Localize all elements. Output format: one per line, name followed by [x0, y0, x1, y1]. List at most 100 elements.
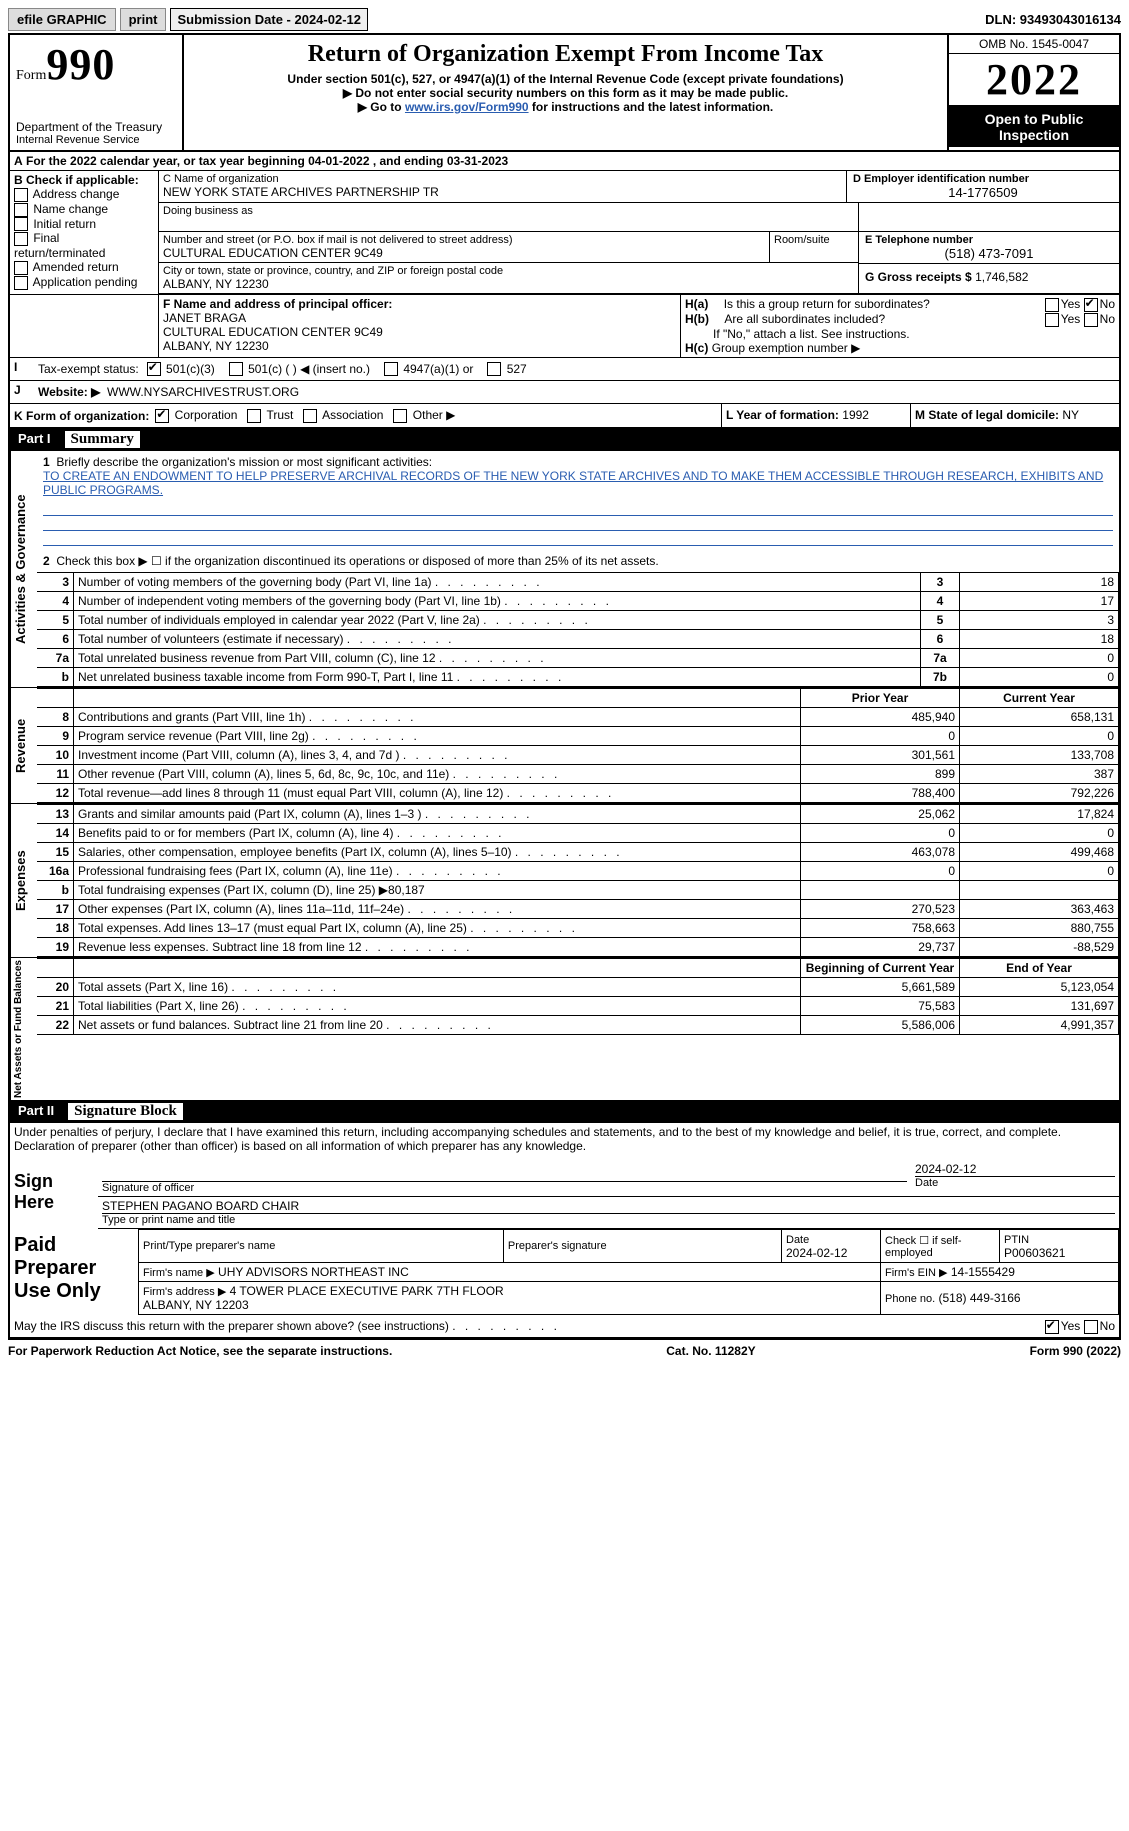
summary-row: 7aTotal unrelated business revenue from …: [37, 649, 1119, 668]
k-option: Association: [303, 408, 383, 423]
ha-yes-checkbox[interactable]: [1045, 298, 1059, 312]
org-name: NEW YORK STATE ARCHIVES PARTNERSHIP TR: [163, 185, 842, 199]
k-checkbox-1[interactable]: [247, 409, 261, 423]
website: WWW.NYSARCHIVESTRUST.ORG: [107, 385, 299, 399]
date-label: Date: [915, 1176, 1115, 1189]
i-option: 527: [487, 362, 526, 377]
irs-label: Internal Revenue Service: [16, 134, 176, 146]
irs-link[interactable]: www.irs.gov/Form990: [405, 100, 529, 114]
expense-row: 15Salaries, other compensation, employee…: [37, 843, 1119, 862]
form-footer: Form 990 (2022): [1030, 1344, 1121, 1358]
revenue-row: 10Investment income (Part VIII, column (…: [37, 746, 1119, 765]
hb-yes-checkbox[interactable]: [1045, 313, 1059, 327]
k-checkbox-0[interactable]: [155, 409, 169, 423]
ha-no-checkbox[interactable]: [1084, 298, 1098, 312]
revenue-row: 12Total revenue—add lines 8 through 11 (…: [37, 784, 1119, 803]
submission-date: Submission Date - 2024-02-12: [170, 8, 368, 31]
open-to-public: Open to Public Inspection: [949, 107, 1119, 147]
c-name-label: C Name of organization: [163, 173, 842, 185]
i-checkbox-3[interactable]: [487, 362, 501, 376]
declaration-text: Under penalties of perjury, I declare th…: [10, 1123, 1119, 1155]
ein: 14-1776509: [853, 185, 1113, 200]
print-button[interactable]: print: [120, 8, 167, 31]
netassets-row: 22Net assets or fund balances. Subtract …: [37, 1016, 1119, 1035]
section-a: A For the 2022 calendar year, or tax yea…: [10, 152, 1119, 171]
i-option: 4947(a)(1) or: [384, 362, 473, 377]
expense-row: bTotal fundraising expenses (Part IX, co…: [37, 881, 1119, 900]
k-checkbox-3[interactable]: [393, 409, 407, 423]
dba-label: Doing business as: [163, 205, 854, 217]
officer-name-printed: STEPHEN PAGANO BOARD CHAIR: [102, 1199, 1115, 1213]
b-option: Name change: [14, 202, 154, 217]
preparer-date: 2024-02-12: [786, 1246, 847, 1260]
part-ii-header: Part II Signature Block: [10, 1100, 1119, 1123]
discuss-yes-checkbox[interactable]: [1045, 1320, 1059, 1334]
section-b-label: B Check if applicable:: [14, 173, 139, 187]
f-label: F Name and address of principal officer:: [163, 297, 392, 311]
year-formation: 1992: [842, 408, 869, 422]
k-option: Other ▶: [393, 408, 455, 423]
d-label: D Employer identification number: [853, 173, 1029, 185]
form-title: Return of Organization Exempt From Incom…: [190, 41, 941, 68]
checkbox-initial-return[interactable]: [14, 217, 28, 231]
ptin-value: P00603621: [1004, 1246, 1065, 1260]
net-assets-label: Net Assets or Fund Balances: [10, 958, 37, 1100]
city-state-zip: ALBANY, NY 12230: [163, 277, 854, 291]
discuss-no-checkbox[interactable]: [1084, 1320, 1098, 1334]
gross-receipts: G Gross receipts $ 1,746,582: [859, 264, 1119, 286]
b-option: Amended return: [14, 260, 154, 275]
type-print-label: Type or print name and title: [102, 1213, 1115, 1226]
addr-label: Number and street (or P.O. box if mail i…: [163, 234, 765, 246]
i-label: Tax-exempt status:: [34, 358, 143, 381]
self-employed-check[interactable]: Check ☐ if self-employed: [881, 1230, 1000, 1263]
hc-label: Group exemption number ▶: [712, 341, 861, 355]
state-domicile: NY: [1062, 408, 1079, 422]
i-checkbox-0[interactable]: [147, 362, 161, 376]
summary-row: bNet unrelated business taxable income f…: [37, 668, 1119, 687]
k-checkbox-2[interactable]: [303, 409, 317, 423]
subtitle-2: ▶ Do not enter social security numbers o…: [190, 86, 941, 100]
checkbox-address-change[interactable]: [14, 188, 28, 202]
summary-row: 4Number of independent voting members of…: [37, 592, 1119, 611]
checkbox-amended-return[interactable]: [14, 261, 28, 275]
expense-row: 17Other expenses (Part IX, column (A), l…: [37, 900, 1119, 919]
checkbox-final-return-terminated[interactable]: [14, 232, 28, 246]
pra-notice: For Paperwork Reduction Act Notice, see …: [8, 1344, 392, 1358]
expenses-label: Expenses: [10, 804, 37, 957]
efile-badge: efile GRAPHIC: [8, 8, 116, 31]
street-address: CULTURAL EDUCATION CENTER 9C49: [163, 246, 765, 260]
hb-no-checkbox[interactable]: [1084, 313, 1098, 327]
cat-no: Cat. No. 11282Y: [666, 1344, 755, 1358]
netassets-row: 20Total assets (Part X, line 16) 5,661,5…: [37, 978, 1119, 997]
sig-date: 2024-02-12: [915, 1162, 1115, 1176]
omb-number: OMB No. 1545-0047: [949, 35, 1119, 54]
telephone: (518) 473-7091: [865, 246, 1113, 261]
checkbox-application-pending[interactable]: [14, 276, 28, 290]
expense-row: 19Revenue less expenses. Subtract line 1…: [37, 938, 1119, 957]
officer-city: ALBANY, NY 12230: [163, 339, 269, 353]
officer-addr: CULTURAL EDUCATION CENTER 9C49: [163, 325, 383, 339]
e-label: E Telephone number: [865, 234, 973, 246]
j-label: Website: ▶: [38, 385, 100, 399]
i-option: 501(c) ( ) ◀ (insert no.): [229, 362, 370, 377]
revenue-row: 11Other revenue (Part VIII, column (A), …: [37, 765, 1119, 784]
firm-ein: 14-1555429: [951, 1265, 1015, 1279]
subtitle-3: ▶ Go to www.irs.gov/Form990 for instruct…: [190, 100, 941, 114]
expense-row: 14Benefits paid to or for members (Part …: [37, 824, 1119, 843]
revenue-row: 9Program service revenue (Part VIII, lin…: [37, 727, 1119, 746]
netassets-row: 21Total liabilities (Part X, line 26) 75…: [37, 997, 1119, 1016]
form-number: 990: [46, 40, 115, 89]
sig-officer-label: Signature of officer: [102, 1181, 907, 1194]
city-label: City or town, state or province, country…: [163, 265, 854, 277]
sign-here-label: Sign Here: [10, 1155, 98, 1229]
q2-text: Check this box ▶ ☐ if the organization d…: [56, 554, 658, 568]
i-checkbox-2[interactable]: [384, 362, 398, 376]
part-i-header: Part I Summary: [10, 428, 1119, 451]
k-option: Trust: [247, 408, 293, 423]
preparer-sig-label: Preparer's signature: [503, 1230, 781, 1263]
officer-name: JANET BRAGA: [163, 311, 246, 325]
checkbox-name-change[interactable]: [14, 203, 28, 217]
i-checkbox-1[interactable]: [229, 362, 243, 376]
firm-phone: (518) 449-3166: [939, 1291, 1021, 1305]
discuss-question: May the IRS discuss this return with the…: [10, 1315, 1119, 1338]
